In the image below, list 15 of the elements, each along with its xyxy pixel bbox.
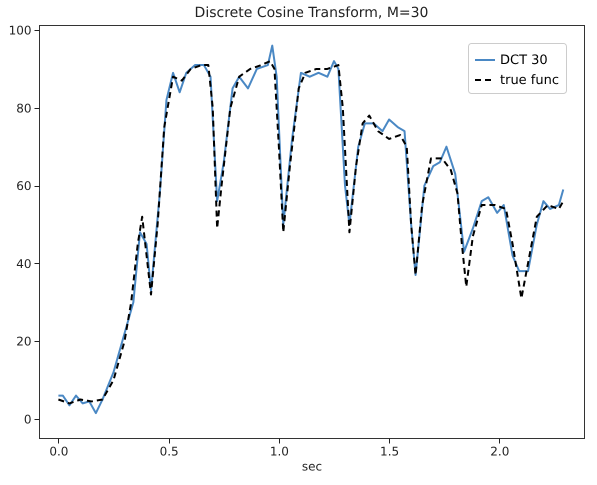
y-tick-label: 0 [24, 412, 32, 426]
x-axis-title: sec [302, 460, 322, 474]
x-tick-label: 0.0 [49, 444, 68, 458]
x-tick-label: 1.0 [270, 444, 289, 458]
x-tick-label: 0.5 [160, 444, 179, 458]
y-tick-label: 40 [16, 256, 32, 271]
x-tick-label: 1.5 [380, 444, 400, 458]
y-tick-label: 60 [16, 179, 32, 194]
y-tick-label: 100 [8, 24, 32, 38]
legend-label: true func [500, 73, 560, 88]
legend-label: DCT 30 [500, 53, 548, 68]
y-tick-label: 20 [16, 334, 32, 349]
y-tick-label: 80 [16, 101, 32, 116]
chart-title: Discrete Cosine Transform, M=30 [194, 5, 428, 22]
x-tick-label: 2.0 [490, 444, 510, 458]
